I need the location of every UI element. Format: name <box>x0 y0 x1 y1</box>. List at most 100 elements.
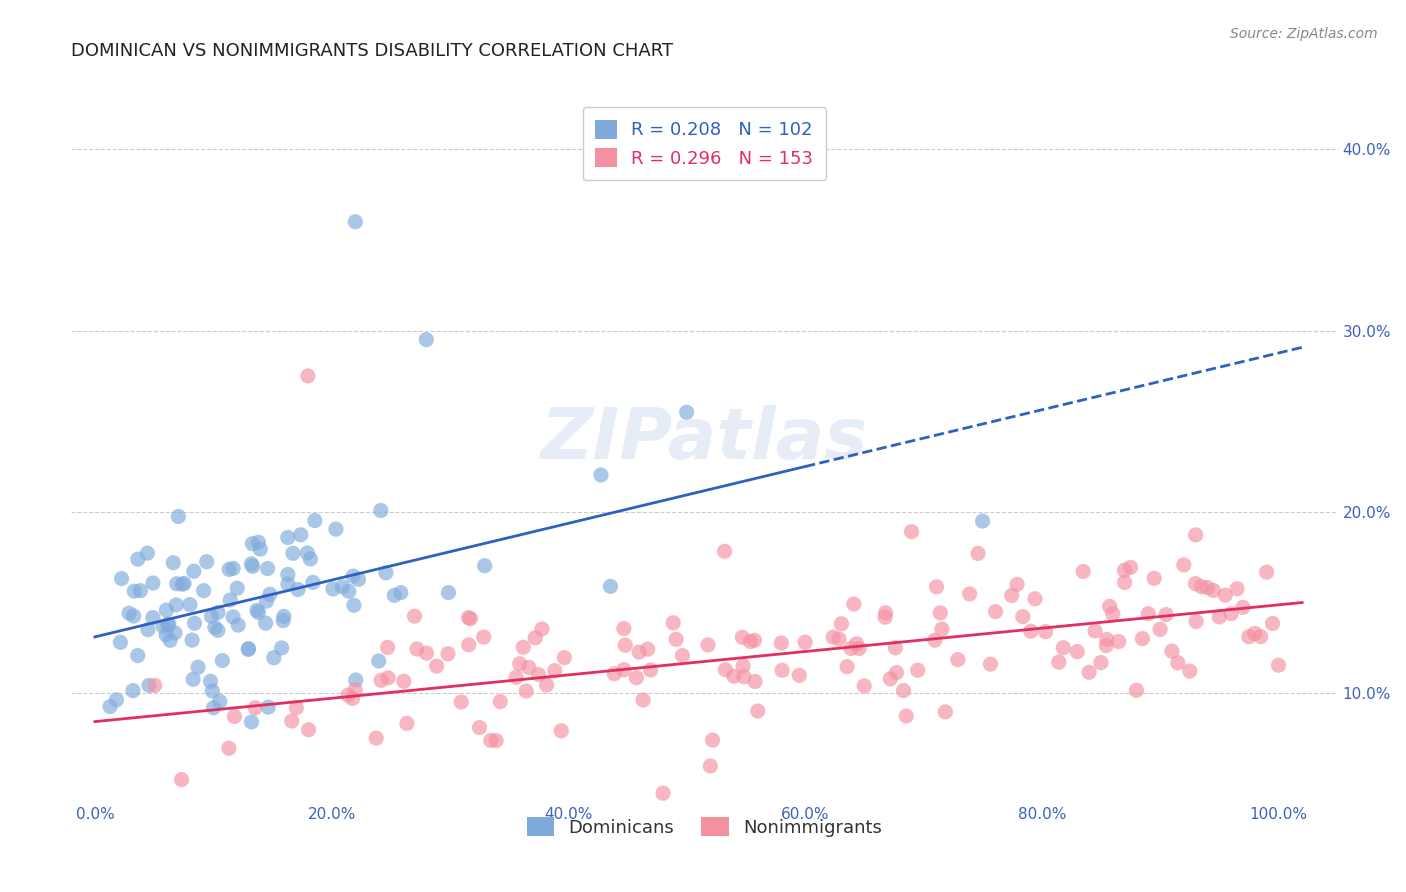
Point <box>896 709 918 723</box>
Point <box>166 576 188 591</box>
Point <box>226 618 249 632</box>
Point <box>118 606 141 620</box>
Point <box>240 714 263 729</box>
Point <box>370 503 392 517</box>
Point <box>406 642 429 657</box>
Text: DOMINICAN VS NONIMMIGRANTS DISABILITY CORRELATION CHART: DOMINICAN VS NONIMMIGRANTS DISABILITY CO… <box>72 42 673 60</box>
Point <box>226 581 249 595</box>
Point <box>204 620 226 634</box>
Point <box>544 664 567 678</box>
Point <box>713 544 735 558</box>
Point <box>179 598 201 612</box>
Point <box>1001 589 1024 603</box>
Point <box>1098 599 1121 614</box>
Point <box>124 584 146 599</box>
Point <box>886 665 908 680</box>
Point <box>603 666 626 681</box>
Point <box>505 670 527 684</box>
Point <box>304 514 326 528</box>
Point <box>489 695 512 709</box>
Point <box>1119 560 1142 574</box>
Point <box>731 630 754 644</box>
Point <box>138 678 160 692</box>
Point <box>143 678 166 692</box>
Point <box>325 522 347 536</box>
Point <box>218 562 240 576</box>
Point <box>1114 575 1136 590</box>
Point <box>626 671 648 685</box>
Point <box>509 657 531 671</box>
Point <box>208 694 231 708</box>
Point <box>1178 664 1201 678</box>
Point <box>770 636 793 650</box>
Point <box>167 509 190 524</box>
Point <box>1005 577 1028 591</box>
Point <box>155 603 177 617</box>
Point <box>332 580 354 594</box>
Point <box>1267 658 1289 673</box>
Point <box>828 632 851 646</box>
Point <box>979 657 1001 672</box>
Point <box>733 670 755 684</box>
Point <box>787 668 810 682</box>
Point <box>136 546 159 560</box>
Point <box>207 624 229 638</box>
Point <box>924 633 946 648</box>
Point <box>238 642 260 657</box>
Point <box>263 650 285 665</box>
Point <box>256 561 278 575</box>
Point <box>173 576 195 591</box>
Point <box>450 695 472 709</box>
Point <box>474 558 496 573</box>
Point <box>823 630 845 644</box>
Point <box>1071 565 1094 579</box>
Point <box>156 617 179 632</box>
Point <box>218 741 240 756</box>
Point <box>281 714 304 728</box>
Point <box>98 699 121 714</box>
Point <box>226 840 249 855</box>
Point <box>931 622 953 636</box>
Point <box>127 552 149 566</box>
Point <box>200 674 222 689</box>
Point <box>637 642 659 657</box>
Point <box>322 582 344 596</box>
Point <box>845 637 868 651</box>
Text: Source: ZipAtlas.com: Source: ZipAtlas.com <box>1230 27 1378 41</box>
Point <box>875 606 897 620</box>
Point <box>550 723 572 738</box>
Point <box>277 531 299 545</box>
Point <box>740 634 762 648</box>
Point <box>853 679 876 693</box>
Point <box>1197 581 1219 595</box>
Point <box>613 622 636 636</box>
Point <box>247 535 270 549</box>
Point <box>159 633 181 648</box>
Point <box>277 567 299 582</box>
Point <box>1202 583 1225 598</box>
Point <box>110 635 132 649</box>
Point <box>211 654 233 668</box>
Point <box>277 577 299 591</box>
Point <box>195 555 218 569</box>
Point <box>1184 576 1206 591</box>
Point <box>723 669 745 683</box>
Point <box>1130 632 1153 646</box>
Point <box>1154 607 1177 622</box>
Point <box>136 623 159 637</box>
Point <box>1066 645 1088 659</box>
Point <box>1208 610 1230 624</box>
Point <box>1114 563 1136 577</box>
Point <box>1256 565 1278 579</box>
Point <box>1137 607 1160 621</box>
Point <box>879 672 901 686</box>
Point <box>297 368 319 383</box>
Point <box>347 572 370 586</box>
Point <box>437 647 460 661</box>
Point <box>1237 630 1260 644</box>
Point <box>1101 607 1123 621</box>
Point <box>662 615 685 630</box>
Point <box>377 671 399 685</box>
Point <box>848 641 870 656</box>
Point <box>842 597 865 611</box>
